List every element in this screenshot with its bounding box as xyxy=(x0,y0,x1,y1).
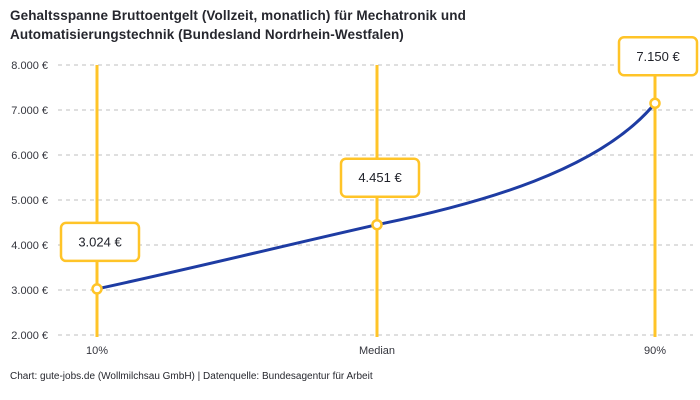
value-label-box xyxy=(59,221,141,263)
data-point-marker[interactable] xyxy=(91,283,103,295)
y-tick-label: 7.000 € xyxy=(11,105,48,117)
y-tick-label: 6.000 € xyxy=(11,150,48,162)
value-label: 4.451 € xyxy=(358,170,402,185)
attribution-text: Chart: gute-jobs.de (Wollmilchsau GmbH) … xyxy=(10,371,373,382)
value-label: 3.024 € xyxy=(78,234,122,249)
data-point-marker[interactable] xyxy=(649,97,661,109)
y-tick-label: 8.000 € xyxy=(11,60,48,72)
y-tick-label: 5.000 € xyxy=(11,195,48,207)
y-tick-label: 2.000 € xyxy=(11,330,48,342)
x-tick-label: 10% xyxy=(86,345,108,357)
x-tick-label: 90% xyxy=(644,345,666,357)
chart-title-line1: Gehaltsspanne Bruttoentgelt (Vollzeit, m… xyxy=(10,8,466,23)
value-label-box xyxy=(617,36,699,77)
y-tick-label: 3.000 € xyxy=(11,285,48,297)
y-tick-label: 4.000 € xyxy=(11,240,48,252)
chart-title: Gehaltsspanne Bruttoentgelt (Vollzeit, m… xyxy=(10,6,670,44)
value-label-box xyxy=(339,157,421,198)
value-label: 7.150 € xyxy=(636,49,680,64)
x-tick-label: Median xyxy=(359,345,395,357)
data-point-marker[interactable] xyxy=(371,218,383,231)
chart-title-line2: Automatisierungstechnik (Bundesland Nord… xyxy=(10,27,404,42)
